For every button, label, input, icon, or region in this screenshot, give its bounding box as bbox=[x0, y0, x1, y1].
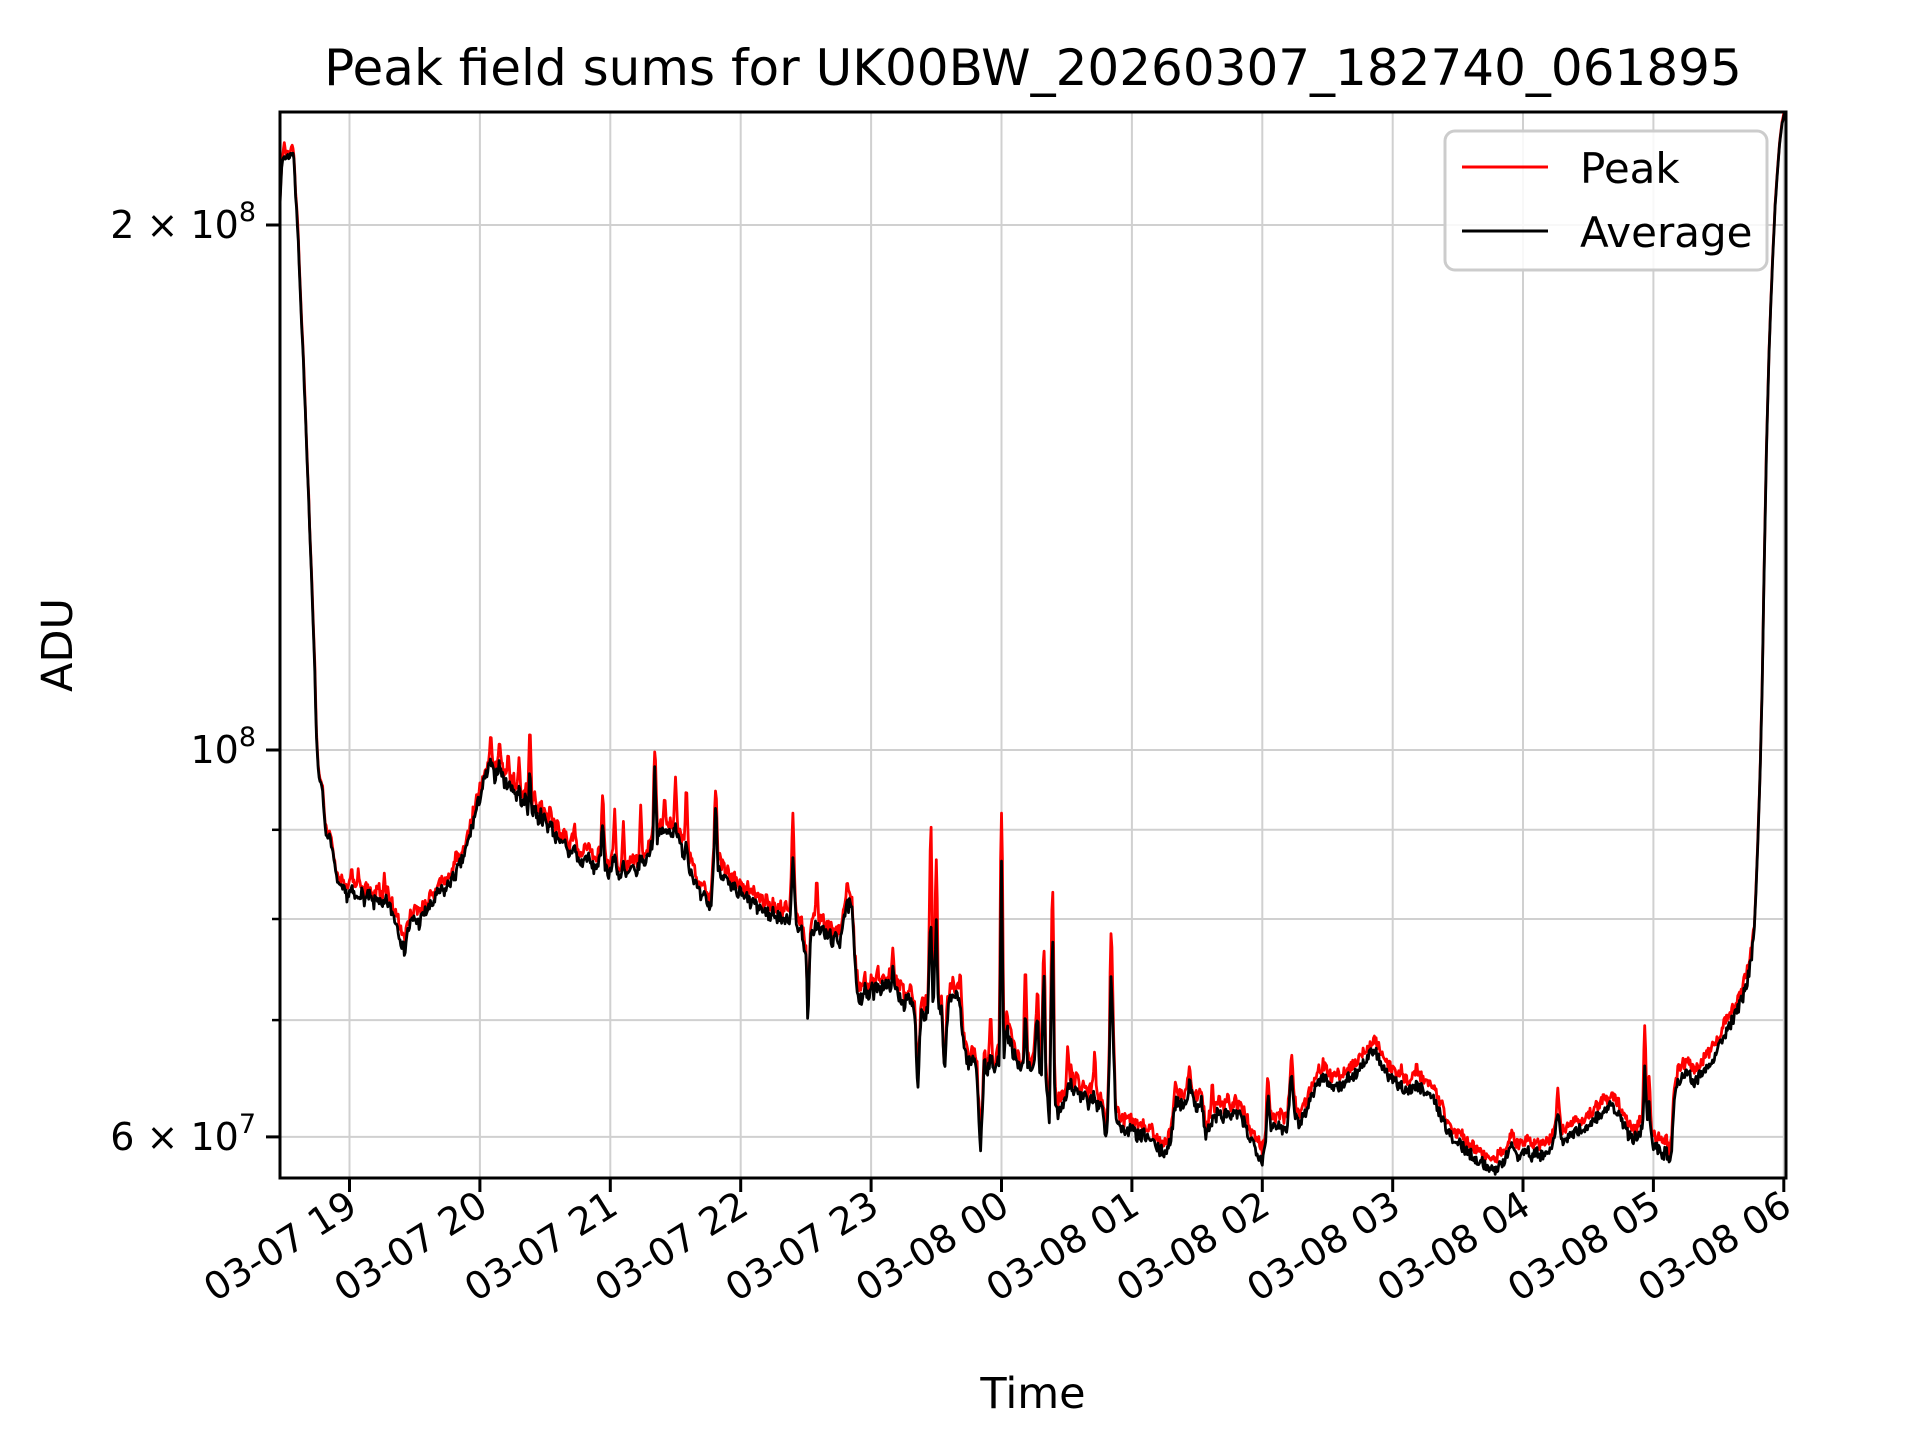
chart-title: Peak field sums for UK00BW_20260307_1827… bbox=[324, 39, 1742, 97]
y-tick-label: 2 × 108 bbox=[110, 197, 256, 247]
y-axis-label: ADU bbox=[33, 598, 83, 692]
plot-border bbox=[278, 110, 1788, 1180]
gridlines bbox=[280, 112, 1786, 1178]
series-average-line bbox=[280, 112, 1786, 1176]
y-tick-label: 6 × 107 bbox=[110, 1109, 256, 1159]
legend: Peak Average bbox=[1443, 129, 1769, 272]
axis-ticks bbox=[266, 223, 1786, 1192]
legend-peak-label: Peak bbox=[1580, 144, 1680, 193]
x-axis-label: Time bbox=[979, 1369, 1085, 1419]
legend-average-label: Average bbox=[1580, 208, 1752, 257]
y-tick-label: 108 bbox=[190, 722, 256, 772]
series-peak-line bbox=[280, 112, 1786, 1164]
